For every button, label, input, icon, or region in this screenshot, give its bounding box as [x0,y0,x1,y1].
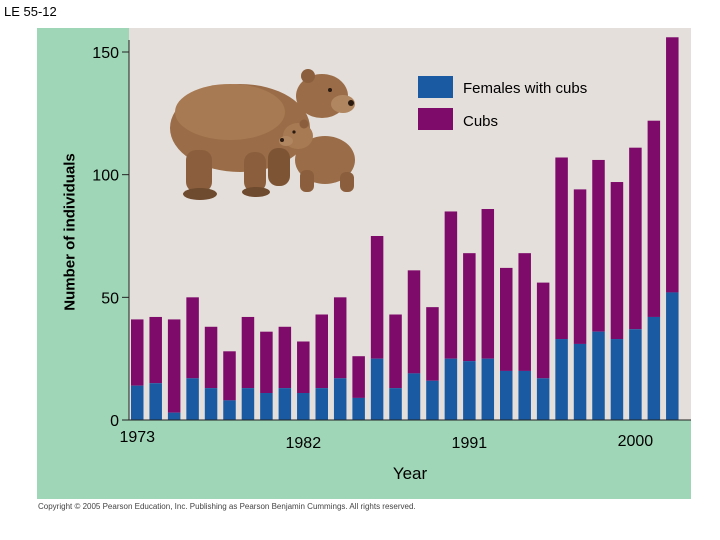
bar-females-1976 [186,378,199,420]
bear-illustration [170,69,355,200]
bar-females-1994 [518,370,531,420]
bar-cubs-1975 [167,319,181,413]
x-tick-label-1982: 1982 [286,435,322,452]
bar-females-1991 [463,361,476,420]
bar-females-2002 [666,292,679,420]
bar-cubs-1979 [241,316,255,389]
bar-females-1998 [592,331,605,420]
bar-females-1981 [278,388,292,420]
bar-females-1986 [370,358,384,420]
bar-females-1983 [315,388,328,420]
x-tick-label-2000: 2000 [618,433,654,450]
bar-females-1979 [241,388,255,420]
bar-cubs-1982 [297,341,310,394]
bar-cubs-1990 [444,211,458,359]
bar-females-1982 [297,393,310,420]
bar-cubs-1989 [426,307,439,381]
bar-females-2000 [629,329,642,420]
bar-cubs-1984 [333,297,347,379]
bar-cubs-1992 [481,209,495,359]
bar-cubs-1997 [573,189,587,344]
bar-cubs-1993 [500,267,513,371]
bar-females-1992 [481,358,495,420]
copyright-text: Copyright © 2005 Pearson Education, Inc.… [38,502,416,511]
bar-cubs-2001 [647,120,661,317]
bar-females-1984 [333,378,347,420]
bar-cubs-1981 [278,326,292,389]
bar-cubs-1996 [555,157,568,340]
y-tick-label-100: 100 [92,168,119,185]
bar-females-1996 [555,339,568,420]
bar-females-1975 [167,412,181,420]
bar-cubs-1998 [592,159,605,332]
bar-cubs-1987 [389,314,402,389]
bar-females-1999 [610,339,624,420]
bar-cubs-1976 [186,297,199,379]
bar-females-1978 [223,400,236,420]
bar-cubs-1986 [370,236,384,359]
bar-cubs-1973 [131,319,144,386]
y-axis-label: Number of individuals [61,153,79,311]
bar-females-1973 [131,385,144,420]
bar-cubs-1995 [536,282,550,379]
bar-females-1995 [536,378,550,420]
x-axis-label: Year [392,464,428,483]
bar-cubs-1974 [149,316,162,384]
legend-swatch-cubs [418,108,453,130]
bar-cubs-1977 [204,326,218,389]
legend-label-females: Females with cubs [463,80,588,97]
bar-cubs-1999 [610,182,624,340]
bar-females-1974 [149,383,162,420]
bar-cubs-1985 [352,356,365,398]
bar-females-1977 [204,388,218,420]
bar-females-2001 [647,316,661,420]
bar-females-1990 [444,358,458,420]
bar-females-1987 [389,388,402,420]
bar-females-1997 [573,343,587,420]
legend-swatch-females [418,76,453,98]
y-tick-label-50: 50 [101,290,119,307]
bar-cubs-1978 [223,351,236,401]
bar-females-1989 [426,380,439,420]
x-tick-label-1991: 1991 [452,435,488,452]
bar-cubs-2002 [666,37,679,293]
x-tick-label-1973: 1973 [119,429,155,446]
y-tick-label-0: 0 [110,413,119,430]
bar-females-1980 [260,393,273,420]
bar-cubs-1994 [518,253,531,371]
axes-group: 0 50 100 150 1973 1982 1991 2000 [92,40,691,452]
legend-label-cubs: Cubs [463,113,499,130]
bar-females-1993 [500,370,513,420]
bar-cubs-2000 [629,147,642,330]
bar-females-1988 [407,373,421,420]
bar-cubs-1988 [407,270,421,374]
y-tick-label-150: 150 [92,45,119,62]
bar-cubs-1980 [260,331,273,394]
bar-cubs-1991 [463,253,476,362]
bar-cubs-1983 [315,314,328,389]
bar-females-1985 [352,397,365,420]
bars-group [131,37,679,420]
slide-label: LE 55-12 [4,4,57,19]
